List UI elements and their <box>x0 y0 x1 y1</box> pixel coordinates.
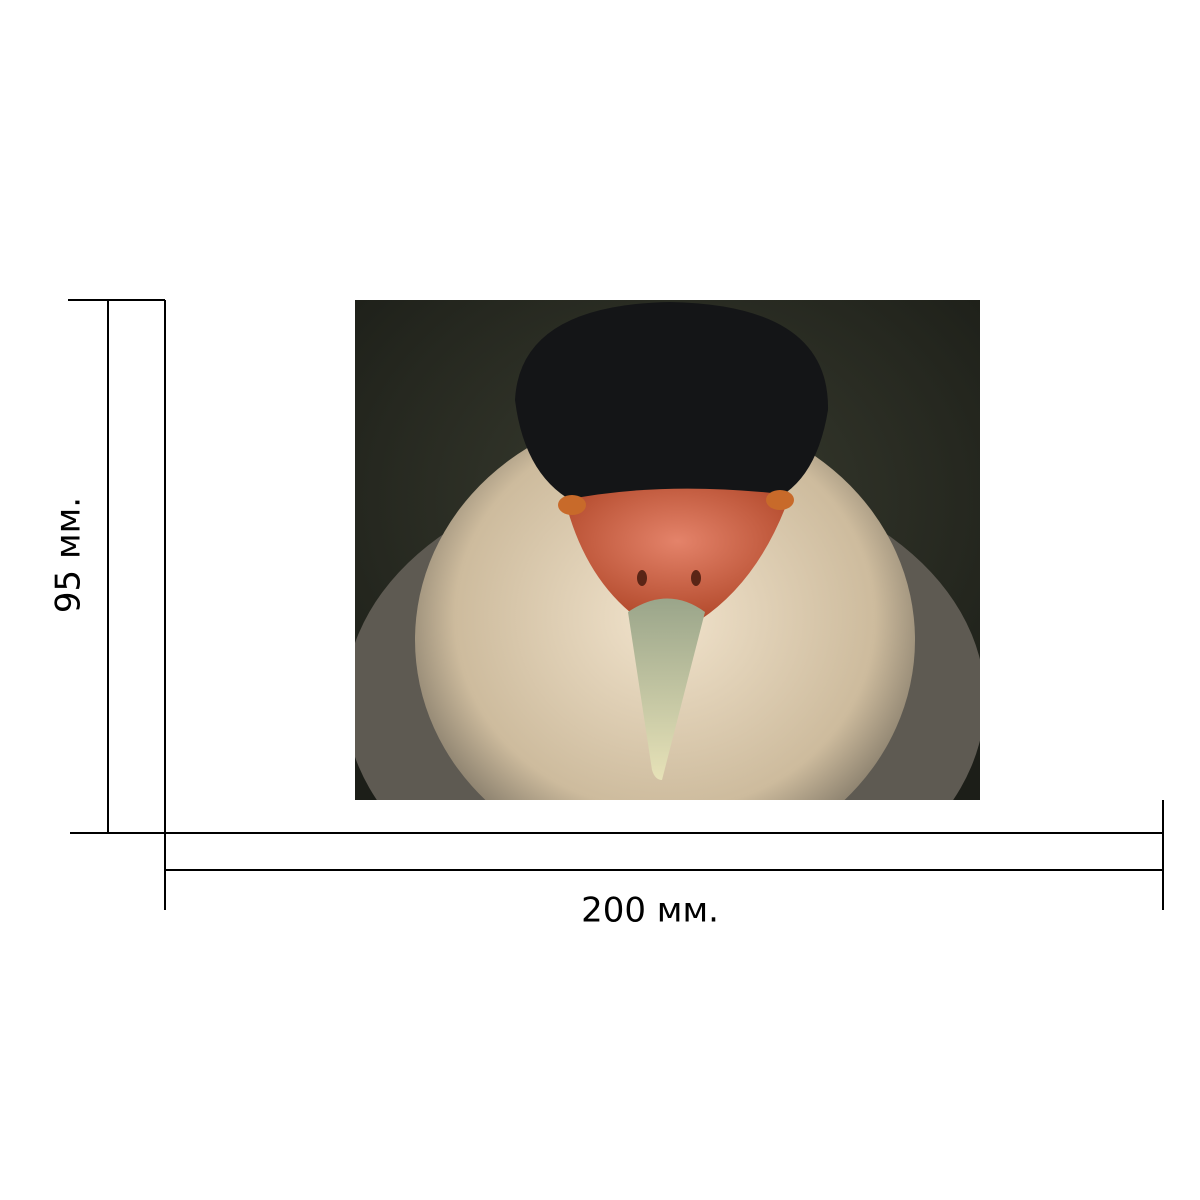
height-label: 95 мм. <box>49 497 89 613</box>
bird-photo <box>355 300 980 800</box>
width-label: 200 мм. <box>581 891 719 931</box>
